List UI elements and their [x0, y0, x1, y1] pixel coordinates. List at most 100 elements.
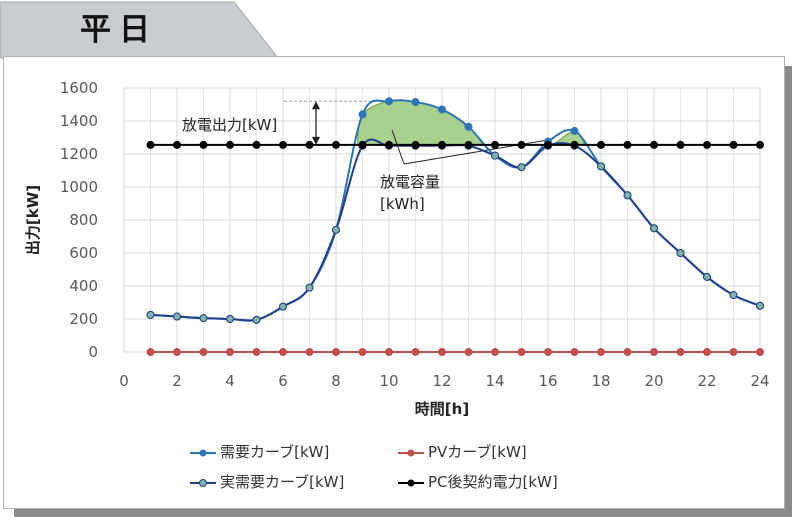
point-pv [411, 348, 420, 356]
point-demand [385, 97, 393, 106]
legend-label-demand: 需要カーブ[kW] [220, 443, 330, 461]
y-tick-label: 1200 [60, 145, 98, 163]
x-tick-label: 0 [119, 372, 129, 390]
point-contract-power [385, 140, 393, 149]
point-pv [517, 348, 526, 356]
point-pv [756, 348, 764, 356]
point-pv [358, 348, 367, 356]
point-contract-power [729, 140, 738, 149]
legend-label-contract-power: PC後契約電力[kW] [428, 473, 558, 491]
legend-swatch-demand [190, 449, 216, 456]
point-contract-power [623, 140, 632, 149]
y-tick-label: 0 [88, 343, 98, 361]
point-pv [332, 348, 340, 356]
y-tick-label: 1600 [60, 79, 98, 97]
x-tick-label: 16 [538, 372, 557, 390]
demand-chart: 0 2 4 6 8 10 12 14 16 18 20 22 240200400600800100012… [24, 79, 770, 418]
page-title: 平日 [80, 12, 158, 48]
point-pv [623, 348, 632, 356]
point-contract-power [173, 140, 181, 149]
x-tick-label: 4 [225, 372, 235, 390]
legend-label-pv: PVカーブ[kW] [428, 443, 527, 461]
point-pv [438, 348, 446, 356]
x-tick-label: 10 [379, 372, 398, 390]
y-tick-label: 200 [69, 310, 98, 328]
y-tick-label: 1400 [60, 112, 98, 130]
point-actual-demand [173, 312, 181, 321]
legend-swatch-contract-power [398, 479, 424, 486]
x-tick-label: 24 [750, 372, 769, 390]
legend-item-demand: 需要カーブ[kW] [190, 440, 329, 464]
discharge-fill-areas [356, 99, 587, 146]
legend-item-pv: PVカーブ[kW] [398, 440, 527, 464]
point-demand [464, 122, 473, 131]
point-contract-power [544, 140, 552, 149]
arrow-head-up [312, 101, 320, 110]
point-contract-power [305, 140, 314, 149]
point-contract-power [650, 140, 658, 149]
point-pv [252, 348, 261, 356]
point-contract-power [597, 140, 605, 149]
point-contract-power [332, 140, 340, 149]
point-pv [279, 348, 287, 356]
y-axis-label: 出力[kW] [24, 185, 42, 255]
point-contract-power [438, 140, 446, 149]
capacity-pointer-main [391, 129, 405, 165]
legend-label-actual-demand: 実需要カーブ[kW] [220, 473, 345, 491]
point-actual-demand [676, 249, 685, 257]
legend-swatch-pv [398, 449, 424, 456]
point-contract-power [279, 140, 287, 149]
point-demand [438, 105, 446, 114]
point-demand [570, 126, 579, 135]
annotation-discharge-power: 放電出力[kW] [182, 116, 277, 134]
x-tick-label: 20 [644, 372, 663, 390]
x-tick-label: 8 [331, 372, 341, 390]
point-pv [305, 348, 314, 356]
chart-legend: 需要カーブ[kW] PVカーブ[kW] 実需要カーブ[kW] PC後契約電力[k… [190, 440, 750, 504]
y-tick-label: 400 [69, 277, 98, 295]
x-tick-label: 2 [172, 372, 182, 390]
point-actual-demand [199, 314, 208, 323]
y-tick-label: 800 [69, 211, 98, 229]
y-tick-label: 1000 [60, 178, 98, 196]
x-tick-label: 14 [485, 372, 504, 390]
point-pv [703, 348, 711, 356]
point-actual-demand [332, 225, 340, 234]
point-pv [199, 348, 208, 356]
point-pv [544, 348, 552, 356]
point-demand [358, 110, 367, 119]
point-pv [570, 348, 579, 356]
series-line-actual-demand [150, 138, 761, 322]
x-tick-label: 12 [432, 372, 451, 390]
point-pv [385, 348, 393, 356]
point-contract-power [226, 140, 234, 149]
point-contract-power [411, 140, 420, 149]
point-actual-demand [146, 310, 155, 319]
annotation-discharge-capacity-unit: [kWh] [380, 195, 425, 213]
point-contract-power [146, 140, 155, 149]
point-contract-power [676, 140, 685, 149]
point-demand [411, 98, 420, 107]
point-actual-demand [305, 283, 314, 292]
point-actual-demand [517, 163, 526, 172]
x-axis-label: 時間[h] [415, 400, 469, 418]
point-actual-demand [650, 224, 658, 233]
point-actual-demand [703, 272, 711, 281]
point-pv [597, 348, 605, 356]
point-pv [173, 348, 181, 356]
point-actual-demand [279, 302, 287, 311]
legend-item-actual-demand: 実需要カーブ[kW] [190, 470, 344, 494]
point-actual-demand [597, 162, 605, 171]
point-pv [650, 348, 658, 356]
point-contract-power [570, 140, 579, 149]
x-tick-label: 22 [697, 372, 716, 390]
tick-labels: 0 2 4 6 8 10 12 14 16 18 20 22 240200400600800100012… [60, 79, 770, 390]
annotation-discharge-capacity: 放電容量 [380, 173, 440, 191]
legend-item-contract-power: PC後契約電力[kW] [398, 470, 558, 494]
point-actual-demand [623, 191, 632, 200]
point-pv [491, 348, 499, 356]
point-contract-power [252, 140, 261, 149]
series-lines [146, 97, 764, 356]
point-contract-power [517, 140, 526, 149]
point-contract-power [358, 140, 367, 149]
